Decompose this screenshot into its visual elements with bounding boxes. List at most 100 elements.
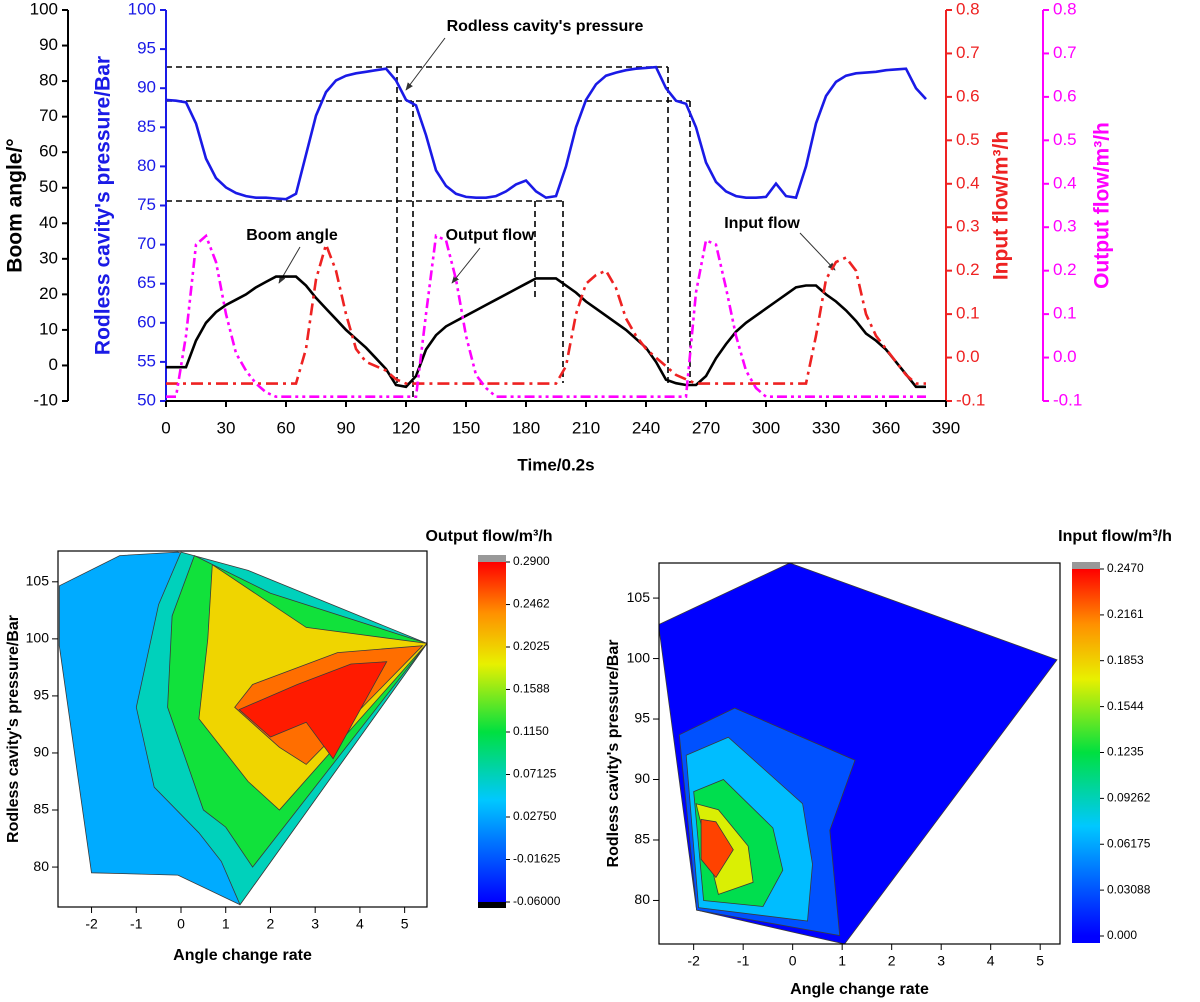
colorbar-tick-label: 0.1150 — [513, 724, 549, 738]
colorbar-cap — [478, 902, 506, 908]
y-tick-label: 0.3 — [1053, 217, 1077, 236]
colorbar-tick-label: 0.2161 — [1107, 607, 1144, 621]
colorbar-tick-label: 0.02750 — [513, 809, 557, 823]
y-tick-label: 90 — [634, 770, 650, 786]
x-tick-label: 4 — [987, 953, 995, 969]
x-tick-label: 120 — [392, 418, 420, 437]
y-tick-label: 0.8 — [1053, 0, 1077, 18]
y-axis-title: Boom angle/° — [4, 138, 27, 272]
colorbar-tick-label: -0.06000 — [513, 894, 561, 908]
guide-lines — [166, 66, 691, 398]
y-tick-label: 50 — [39, 177, 58, 196]
contour-region — [238, 661, 388, 760]
y-tick-label: 0.4 — [956, 173, 980, 192]
y-tick-label: 0.1 — [1053, 304, 1077, 323]
x-tick-label: 1 — [222, 916, 230, 932]
colorbar — [1072, 569, 1100, 936]
x-tick-label: 210 — [572, 418, 600, 437]
y-tick-label: 95 — [137, 39, 156, 58]
colorbar-tick-label: 0.1235 — [1107, 745, 1144, 759]
colorbar-tick-label: 0.03088 — [1107, 882, 1151, 896]
colorbar-title: Output flow/m³/h — [425, 528, 552, 545]
y-tick-label: 100 — [30, 0, 58, 18]
x-tick-label: 0 — [177, 916, 185, 932]
colorbar-tick-label: 0.1588 — [513, 682, 550, 696]
y-tick-label: 50 — [137, 390, 156, 409]
y-tick-label: 60 — [137, 312, 156, 331]
series-line — [166, 275, 926, 389]
x-tick-label: -2 — [687, 953, 700, 969]
y-tick-label: 95 — [33, 687, 49, 703]
y-tick-label: 0.3 — [956, 217, 980, 236]
x-tick-label: 3 — [311, 916, 319, 932]
x-tick-label: 2 — [888, 953, 896, 969]
y-tick-label: 0.2 — [956, 260, 980, 279]
y-tick-label: -0.1 — [956, 390, 985, 409]
colorbar-tick-label: 0.09262 — [1107, 791, 1151, 805]
y-tick-label: 80 — [137, 156, 156, 175]
colorbar-tick-label: 0.2462 — [513, 597, 550, 611]
y-tick-label: 0.6 — [956, 86, 980, 105]
x-tick-label: 240 — [632, 418, 660, 437]
y-tick-label: 0.5 — [1053, 130, 1077, 149]
contour-region — [700, 818, 734, 879]
colorbar-tick-label: 0.2900 — [513, 554, 550, 568]
contour-plot — [58, 551, 427, 906]
y-tick-label: 100 — [627, 649, 651, 665]
x-axis-title: Angle change rate — [173, 947, 312, 964]
y-tick-label: 90 — [39, 35, 58, 54]
y-axis-title: Rodless cavity's pressure/Bar — [92, 56, 115, 355]
series-line — [166, 240, 926, 385]
y-tick-label: 30 — [39, 248, 58, 267]
y-tick-label: 0.7 — [1053, 43, 1077, 62]
annotation-arrows — [278, 37, 836, 284]
y-tick-label: 0.2 — [1053, 260, 1077, 279]
y-tick-label: 90 — [33, 744, 49, 760]
y-tick-label: 100 — [26, 630, 50, 646]
y-tick-label: 0.5 — [956, 130, 980, 149]
y-axis-title: Rodless cavity's pressure/Bar — [5, 615, 22, 843]
x-tick-label: 4 — [356, 916, 364, 932]
annotation: Output flow — [446, 227, 535, 244]
y-tick-label: 20 — [39, 284, 58, 303]
y-tick-label: 10 — [39, 319, 58, 338]
y-tick-label: 70 — [137, 234, 156, 253]
x-tick-label: 270 — [692, 418, 720, 437]
x-tick-label: 60 — [277, 418, 296, 437]
plot-frame — [57, 550, 428, 908]
colorbar-cap — [1072, 936, 1100, 943]
colorbar-cap — [478, 555, 506, 562]
y-tick-label: -10 — [33, 390, 58, 409]
x-tick-label: 180 — [512, 418, 540, 437]
y-tick-label: 80 — [39, 71, 58, 90]
x-tick-label: 30 — [217, 418, 236, 437]
x-tick-label: 5 — [1036, 953, 1044, 969]
y-tick-label: 0.8 — [956, 0, 980, 18]
x-tick-label: -1 — [737, 953, 750, 969]
y-tick-label: 0.0 — [956, 347, 980, 366]
x-tick-label: -1 — [130, 916, 143, 932]
y-axis-title: Output flow/m³/h — [1091, 122, 1114, 289]
y-tick-label: 70 — [39, 106, 58, 125]
colorbar-tick-label: -0.01625 — [513, 852, 561, 866]
y-tick-label: 100 — [128, 0, 156, 18]
y-tick-label: 0.4 — [1053, 173, 1077, 192]
y-tick-label: 85 — [137, 117, 156, 136]
y-axis-title: Input flow/m³/h — [990, 131, 1013, 280]
colorbar-tick-label: 0.06175 — [1107, 836, 1151, 850]
y-tick-label: 105 — [26, 573, 50, 589]
colorbar-tick-label: 0.2470 — [1107, 561, 1144, 575]
x-tick-label: 1 — [838, 953, 846, 969]
colorbar-tick-label: 0.1544 — [1107, 699, 1144, 713]
x-tick-label: 2 — [267, 916, 275, 932]
colorbar-tick-label: 0.1853 — [1107, 653, 1144, 667]
colorbar — [478, 562, 506, 902]
y-tick-label: 0.1 — [956, 304, 980, 323]
y-tick-label: 80 — [634, 891, 650, 907]
x-tick-label: 330 — [812, 418, 840, 437]
colorbar-cap — [1072, 562, 1100, 569]
x-tick-label: 300 — [752, 418, 780, 437]
x-axis-title: Angle change rate — [790, 981, 929, 998]
x-tick-label: 3 — [937, 953, 945, 969]
